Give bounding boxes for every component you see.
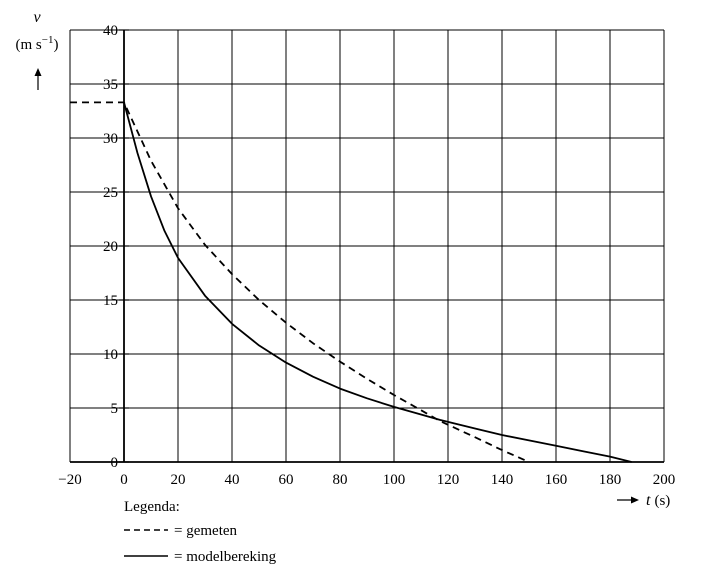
x-tick-label: 80 bbox=[333, 472, 348, 488]
tick-labels: −20 0 20 40 60 80 100 120 140 160 180 200 0 5 10 15 20 25… bbox=[58, 23, 675, 488]
x-tick-label: 100 bbox=[383, 472, 406, 488]
y-axis-arrow bbox=[34, 68, 42, 90]
y-tick-label: 30 bbox=[103, 131, 118, 147]
y-tick-label: 10 bbox=[103, 347, 118, 363]
x-tick-label: 200 bbox=[653, 472, 676, 488]
x-tick-label: 140 bbox=[491, 472, 514, 488]
y-tick-label: 20 bbox=[103, 239, 118, 255]
x-tick-label: −20 bbox=[58, 472, 81, 488]
y-tick-label: 15 bbox=[103, 293, 118, 309]
y-tick-label: 40 bbox=[103, 23, 118, 39]
x-tick-label: 160 bbox=[545, 472, 568, 488]
y-axis-unit: (m s−1) bbox=[16, 34, 59, 53]
x-axis-label: t (s) bbox=[646, 492, 670, 509]
y-axis-symbol: v bbox=[33, 9, 41, 26]
legend-label-modelbereking: = modelbereking bbox=[174, 549, 277, 565]
y-tick-label: 35 bbox=[103, 77, 118, 93]
legend: Legenda: = gemeten = modelbereking bbox=[124, 499, 277, 565]
y-axis-unit-close: ) bbox=[53, 37, 58, 53]
x-axis-arrow bbox=[617, 496, 639, 504]
grid bbox=[69, 29, 665, 463]
y-tick-label: 5 bbox=[111, 401, 119, 417]
y-axis-unit-exponent: −1 bbox=[42, 34, 54, 46]
x-tick-label: 40 bbox=[225, 472, 240, 488]
series-line-modelbereking bbox=[123, 102, 632, 463]
legend-title: Legenda: bbox=[124, 499, 180, 515]
y-tick-label: 0 bbox=[111, 455, 119, 471]
legend-label-gemeten: = gemeten bbox=[174, 523, 238, 539]
series-line-gemeten bbox=[70, 101, 530, 463]
x-tick-label: 0 bbox=[120, 472, 128, 488]
series-layer bbox=[70, 101, 632, 463]
y-tick-label: 25 bbox=[103, 185, 118, 201]
x-tick-label: 120 bbox=[437, 472, 460, 488]
x-axis-symbol: t bbox=[646, 492, 651, 509]
x-tick-label: 180 bbox=[599, 472, 622, 488]
y-axis-unit-main: (m s bbox=[16, 37, 42, 53]
x-tick-label: 60 bbox=[279, 472, 294, 488]
x-tick-label: 20 bbox=[171, 472, 186, 488]
x-axis-unit: (s) bbox=[654, 493, 670, 509]
